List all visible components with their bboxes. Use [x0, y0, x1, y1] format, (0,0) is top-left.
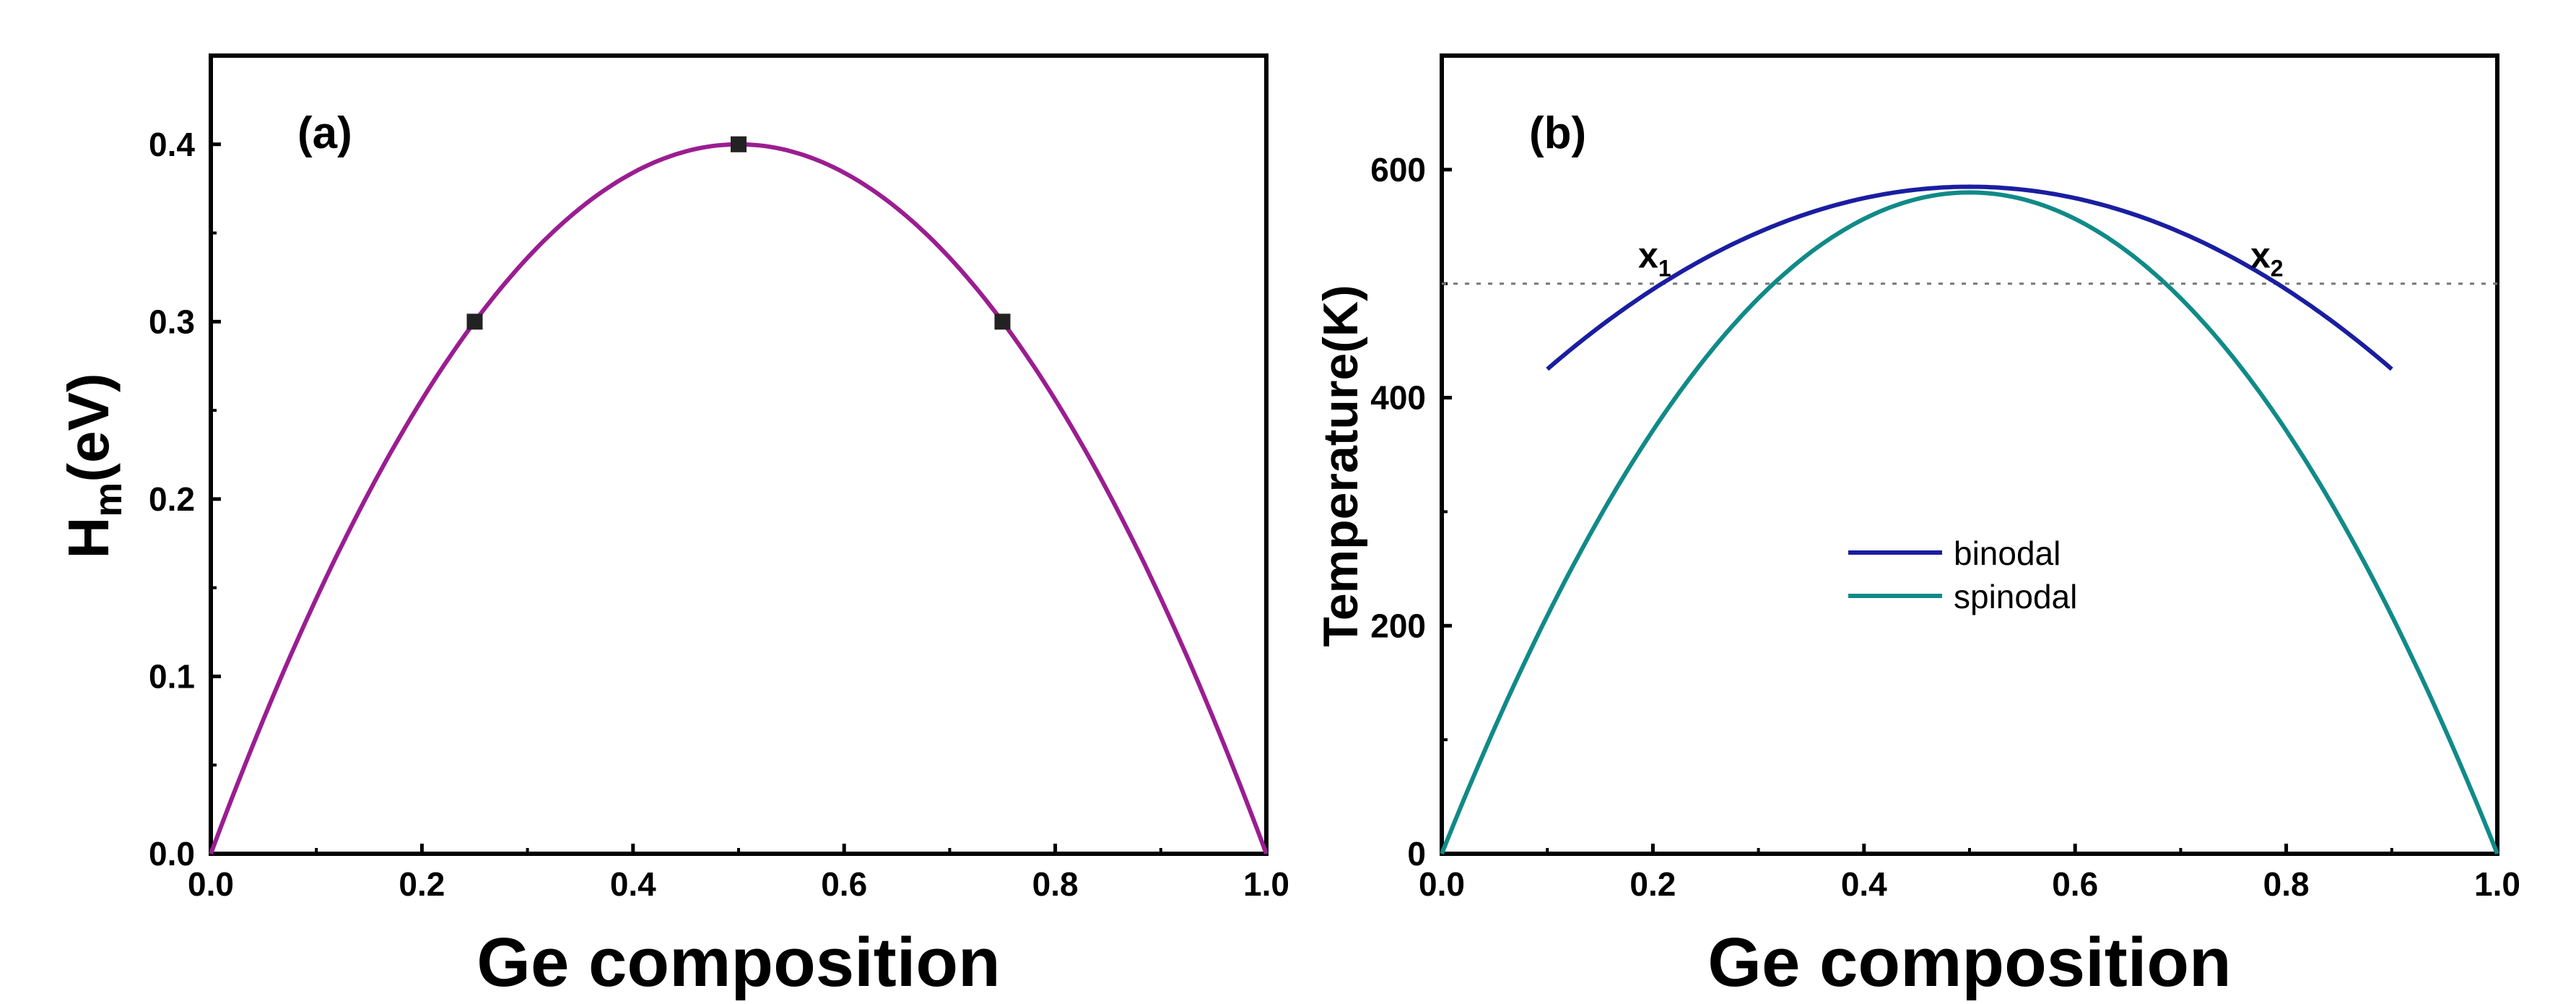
panel-a-data-point: [731, 136, 747, 152]
panel-a-chart: 0.0 0.2 0.4 0.6 0.8 1.0 0.0 0.1 0.2 0.3 0.4 (a) Ge…: [56, 53, 1289, 1001]
panel-a-xtick-label: 1.0: [1243, 865, 1289, 903]
panel-b-label: (b): [1529, 108, 1586, 158]
panel-a-ytick-label: 0.0: [149, 835, 195, 873]
panel-b-annotation-x2: x2: [2250, 235, 2284, 282]
panel-a-ylabel: Hm(eV): [56, 373, 130, 559]
panel-a-xlabel: Ge composition: [477, 924, 1000, 1001]
panel-a-ylabel-sub: m: [87, 482, 130, 517]
panel-b-spinodal-curve: [1440, 190, 2499, 855]
panel-b-xtick-label: 0.4: [1841, 865, 1887, 903]
panel-a-xtick-label: 0.8: [1032, 865, 1079, 903]
annotation-sub: 1: [1658, 256, 1671, 282]
panel-b-ylabel: Temperature(K): [1313, 285, 1368, 646]
panel-b-xlabel: Ge composition: [1707, 924, 2231, 1001]
panel-a-ytick-label: 0.4: [149, 126, 195, 163]
panel-a-label: (a): [297, 108, 352, 158]
panel-b-ticks: [1440, 168, 2499, 856]
annotation-sub: 2: [2271, 256, 2284, 282]
panel-a-ticks: [209, 142, 1269, 856]
panel-a-ylabel-rest: (eV): [56, 373, 121, 482]
panel-b-ytick-label: 600: [1370, 151, 1426, 189]
panel-b-binodal-curve: [1546, 184, 2393, 371]
legend-spinodal-label: spinodal: [1954, 578, 2077, 615]
panel-a-fit-curve: [209, 142, 1269, 855]
legend-binodal-label: binodal: [1954, 535, 2061, 572]
panel-b-ytick-label: 400: [1370, 379, 1426, 417]
panel-a-ytick-label: 0.2: [149, 480, 195, 518]
panel-a-xtick-label: 0.0: [188, 865, 234, 903]
annotation-main: x: [1638, 235, 1658, 276]
panel-a-frame: [209, 53, 1269, 856]
panel-b-frame: [1440, 53, 2499, 856]
panel-b-annotation-x1: x1: [1638, 235, 1671, 282]
panel-b-annotations: x1 x2: [1638, 235, 2284, 282]
panel-a-data-markers: [466, 136, 1011, 330]
panel-b-xtick-label: 0.8: [2263, 865, 2310, 903]
panel-b-xtick-label: 0.2: [1629, 865, 1676, 903]
panel-a-xtick-label: 0.6: [821, 865, 867, 903]
panel-b-xtick-label: 1.0: [2474, 865, 2520, 903]
panel-b-ytick-label: 0: [1407, 835, 1426, 873]
panel-b-ytick-label: 200: [1370, 607, 1426, 644]
panel-b-tick-labels: 0.0 0.2 0.4 0.6 0.8 1.0 0 200 400 600: [1370, 151, 2520, 903]
panel-b-legend: binodal spinodal: [1848, 535, 2077, 615]
panel-b-xtick-label: 0.0: [1419, 865, 1465, 903]
panel-a-ytick-label: 0.3: [149, 303, 195, 340]
panel-a-data-point: [466, 313, 483, 330]
panel-b-xtick-label: 0.6: [2052, 865, 2098, 903]
panel-a-data-point: [994, 313, 1011, 330]
panel-a-xtick-label: 0.2: [399, 865, 445, 903]
annotation-main: x: [2250, 235, 2271, 276]
panel-a-tick-labels: 0.0 0.2 0.4 0.6 0.8 1.0 0.0 0.1 0.2 0.3 0.4: [149, 126, 1289, 903]
panel-a-xtick-label: 0.4: [610, 865, 656, 903]
panel-a-ytick-label: 0.1: [149, 657, 195, 695]
panel-a-ylabel-main: H: [56, 517, 121, 559]
